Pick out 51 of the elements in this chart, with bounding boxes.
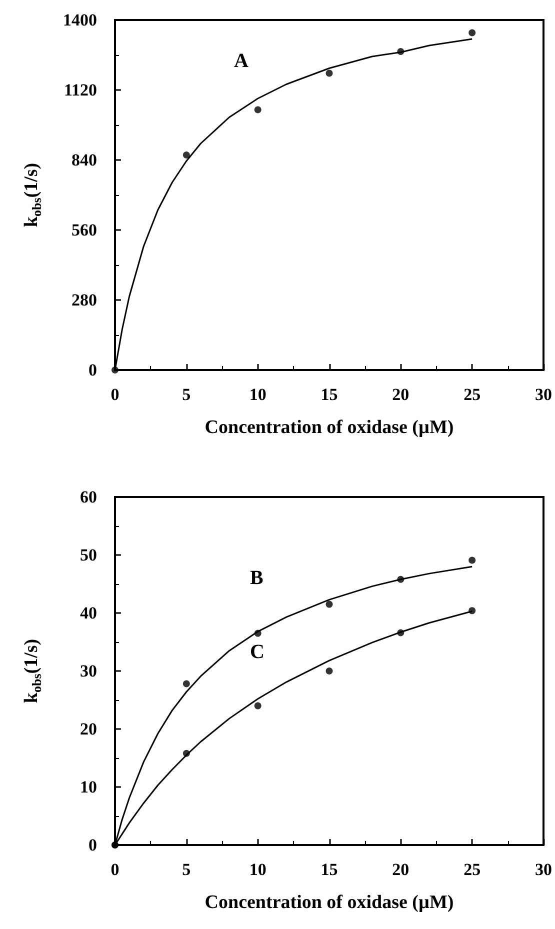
x-tick-label: 15 [320, 385, 338, 404]
x-tick-label: 25 [464, 860, 481, 879]
y-axis-title: kobs(1/s) [21, 638, 44, 704]
x-tick-label: 0 [110, 860, 120, 879]
point [326, 600, 333, 608]
y-tick-label: 0 [88, 836, 97, 854]
annotation: B [250, 567, 264, 589]
x-tick-label: 20 [392, 860, 410, 879]
x-axis-title: Concentration of oxidase (µM) [204, 892, 454, 913]
point [397, 629, 404, 636]
point [254, 702, 262, 710]
y-tick-label: 0 [88, 360, 97, 380]
x-tick-label: 10 [249, 860, 266, 879]
point [182, 152, 190, 158]
x-axis-title: Concentration of oxidase (µM) [204, 417, 454, 438]
x-tick-label: 0 [110, 385, 120, 404]
y-tick-label: 560 [72, 220, 97, 240]
y-tick-label: 10 [80, 778, 97, 796]
point [468, 29, 476, 36]
point [468, 556, 476, 564]
point [397, 576, 404, 583]
point [112, 842, 118, 848]
x-tick-label: 30 [535, 385, 552, 404]
y-tick-label: 1400 [63, 10, 97, 30]
y-axis-title: kobs(1/s) [21, 162, 44, 228]
point [326, 668, 333, 674]
point [182, 750, 190, 757]
point [112, 366, 118, 374]
y-tick-label: 60 [80, 488, 97, 506]
point [182, 680, 190, 688]
x-tick-label: 20 [392, 385, 410, 404]
point [468, 607, 476, 614]
y-tick-label: 840 [72, 150, 97, 170]
point [254, 106, 262, 114]
x-tick-label: 30 [535, 860, 552, 879]
point [326, 70, 333, 77]
point [254, 630, 262, 637]
x-tick-label: 5 [182, 860, 191, 879]
y-tick-label: 1120 [64, 80, 97, 100]
x-tick-label: 25 [464, 385, 481, 404]
y-tick-label: 50 [80, 546, 97, 564]
y-tick-label: 280 [72, 290, 97, 310]
y-tick-label: 30 [80, 662, 97, 680]
x-tick-label: 10 [249, 385, 266, 404]
point [397, 48, 404, 55]
annotation: A [234, 50, 249, 72]
y-tick-label: 40 [80, 604, 97, 622]
y-tick-label: 20 [80, 720, 97, 738]
x-tick-label: 15 [320, 860, 338, 879]
x-tick-label: 5 [182, 385, 191, 404]
annotation: C [250, 641, 264, 663]
